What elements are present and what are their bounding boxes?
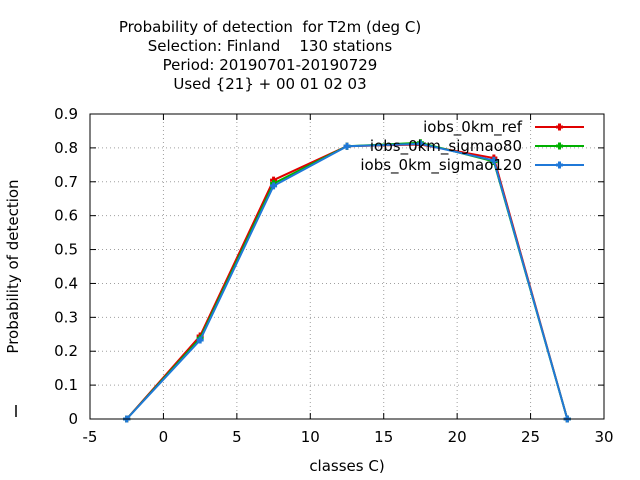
- title-line-4: Used {21} + 00 01 02 03: [173, 75, 367, 93]
- y-tick-label: 0.8: [54, 139, 78, 157]
- y-tick-label: 0.7: [54, 173, 78, 191]
- legend-label-1: iobs_0km_ref: [423, 118, 523, 137]
- legend-marker-2: [556, 142, 563, 150]
- y-axis-label: Probability of detection: [4, 179, 22, 353]
- y-tick-label: 0: [68, 410, 78, 428]
- x-tick-label: -5: [83, 428, 98, 446]
- y-tick-label: 0.3: [54, 308, 78, 326]
- series-group: [123, 139, 571, 423]
- title-line-1: Probability of detection for T2m (deg C): [118, 18, 422, 36]
- x-tick-label: 15: [374, 428, 393, 446]
- y-tick-label: 0.5: [54, 241, 78, 259]
- data-point: [416, 140, 424, 148]
- series-line-3: [125, 142, 569, 420]
- legend-label-2: iobs_0km_sigmao80: [370, 137, 522, 156]
- axis-ticks: 0 0.1 0.2 0.3 0.4 0.5 0.6 0.7 0.8 0.9 -5 0 5 10 15 20 25…: [54, 105, 613, 446]
- y-tick-label: 0.4: [54, 274, 78, 292]
- data-point: [196, 336, 204, 344]
- y-tick-label: 0.6: [54, 207, 78, 225]
- x-tick-label: 5: [232, 428, 242, 446]
- x-tick-label: 30: [594, 428, 613, 446]
- data-point: [343, 142, 351, 150]
- legend-marker-3: [556, 161, 563, 169]
- x-tick-label: 10: [301, 428, 320, 446]
- data-point: [270, 182, 278, 190]
- y-tick-label: 0.9: [54, 105, 78, 123]
- title-line-2: Selection: Finland 130 stations: [147, 37, 393, 55]
- title-line-3: Period: 20190701-20190729: [162, 56, 378, 74]
- y-tick-label: 0.2: [54, 342, 78, 360]
- data-point: [490, 156, 498, 164]
- x-axis-label: classes C): [309, 457, 384, 475]
- y-tick-label: 0.1: [54, 376, 78, 394]
- x-tick-label: 20: [448, 428, 467, 446]
- x-tick-label: 0: [159, 428, 169, 446]
- x-tick-label: 25: [521, 428, 540, 446]
- legend-marker-1: [556, 123, 563, 131]
- legend-label-3: iobs_0km_sigmao120: [360, 156, 522, 175]
- plot-frame: [89, 113, 605, 420]
- legend: iobs_0km_refiobs_0km_sigmao80iobs_0km_si…: [360, 118, 584, 175]
